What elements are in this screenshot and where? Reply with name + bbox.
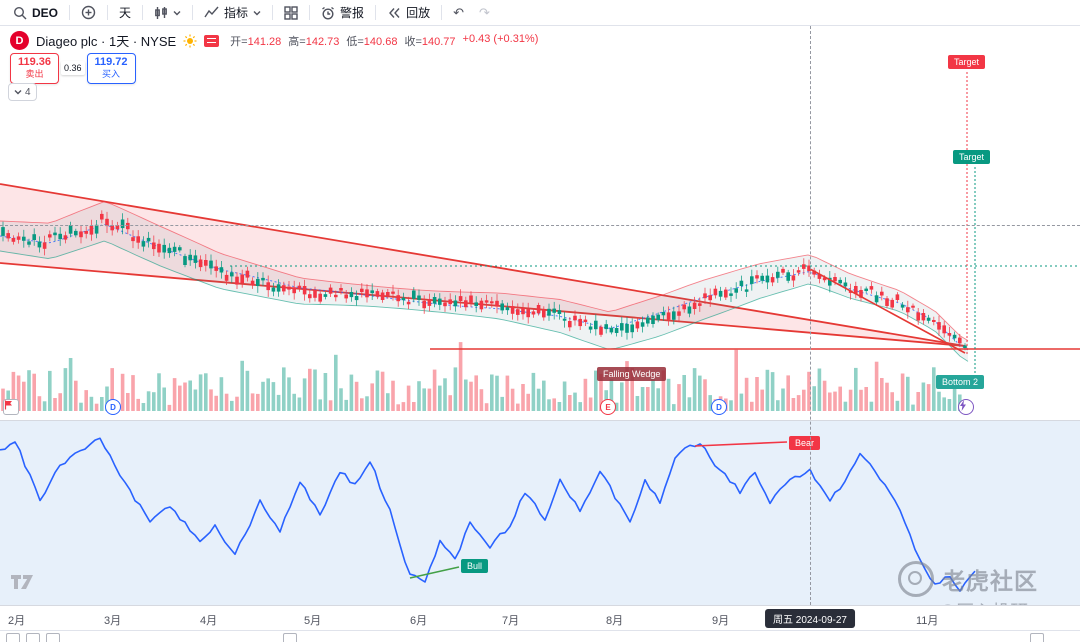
replay-button[interactable]: 回放 <box>380 2 437 23</box>
trade-buttons: 119.36 卖出 0.36 119.72 买入 <box>10 53 136 84</box>
target-label-red[interactable]: Target <box>948 55 986 69</box>
toolbar-separator <box>142 5 144 20</box>
ohlc-values: 开=141.28 高=142.73 低=140.68 收=140.77 +0.4… <box>230 33 538 49</box>
bottom-panel-icon[interactable] <box>46 633 60 642</box>
grid-icon <box>284 5 298 20</box>
chevron-down-icon <box>253 10 261 15</box>
oscillator-pane[interactable]: Bear Bull <box>0 420 1080 606</box>
market-status-sun-icon <box>183 34 197 47</box>
open-label: 开= <box>230 35 248 48</box>
flag-marker-badge[interactable] <box>3 399 19 415</box>
buy-button[interactable]: 119.72 买入 <box>86 53 136 84</box>
crosshair-date-badge: 周五 2024-09-27 <box>765 609 855 628</box>
bottom-2-label[interactable]: Bottom 2 <box>936 375 985 389</box>
alarm-clock-icon <box>322 6 334 20</box>
low-value: 140.68 <box>363 35 398 48</box>
toolbar-separator <box>107 5 109 20</box>
indicators-button[interactable]: 指标 <box>197 2 268 23</box>
toolbar-separator <box>309 5 311 20</box>
dividend-badge[interactable]: D <box>711 399 727 415</box>
search-icon <box>13 6 27 19</box>
time-axis-month: 6月 <box>410 615 428 627</box>
alert-button[interactable]: 警报 <box>314 2 371 23</box>
time-axis-month: 8月 <box>606 615 624 627</box>
replay-label: 回放 <box>406 6 431 20</box>
time-axis-month: 3月 <box>104 615 122 627</box>
bottom-panel-icon[interactable] <box>1030 633 1044 642</box>
close-value: 140.77 <box>421 35 456 48</box>
sell-button[interactable]: 119.36 卖出 <box>10 53 59 84</box>
plus-circle-icon <box>81 5 96 20</box>
lightning-icon <box>960 400 966 411</box>
symbol-info-row: D Diageo plc · 1天 · NYSE 开=141.28 高=142.… <box>10 31 538 50</box>
close-label: 收= <box>404 35 422 48</box>
bear-label[interactable]: Bear <box>789 436 821 450</box>
time-axis-month: 4月 <box>200 615 218 627</box>
bottom-panel-icon[interactable] <box>26 633 40 642</box>
dividend-badge[interactable]: D <box>105 399 121 415</box>
buy-price: 119.72 <box>94 56 128 68</box>
undo-icon: ↶ <box>453 5 464 20</box>
earnings-flag-icon <box>204 34 220 47</box>
toolbar-separator <box>272 5 274 20</box>
buy-label: 买入 <box>102 68 121 79</box>
high-value: 142.73 <box>305 35 340 48</box>
change-value: +0.43 (+0.31%) <box>462 32 539 45</box>
low-label: 低= <box>346 35 364 48</box>
bottom-panel-icon[interactable] <box>6 633 20 642</box>
sell-price: 119.36 <box>17 56 52 68</box>
chart-style-button[interactable] <box>147 4 188 22</box>
compare-button[interactable] <box>74 3 103 22</box>
symbol-search[interactable]: DEO <box>6 4 65 22</box>
oscillator-canvas <box>0 437 976 592</box>
interval-button[interactable]: 天 <box>112 2 138 23</box>
indicators-label: 指标 <box>224 6 249 20</box>
symbol-title[interactable]: Diageo plc · 1天 · NYSE <box>36 34 177 49</box>
time-axis-month: 11月 <box>916 615 939 627</box>
chevron-down-icon <box>14 90 22 95</box>
spread-value: 0.36 <box>61 61 85 76</box>
top-toolbar: DEO 天 指标 警报 <box>0 0 1080 26</box>
bottom-panel-icon[interactable] <box>283 633 297 642</box>
toolbar-separator <box>375 5 377 20</box>
falling-wedge-label[interactable]: Falling Wedge <box>597 367 667 381</box>
sell-label: 卖出 <box>25 68 44 79</box>
undo-button[interactable]: ↶ <box>446 4 471 21</box>
event-bolt-badge[interactable] <box>958 399 974 415</box>
time-axis-month: 5月 <box>304 615 322 627</box>
alert-label: 警报 <box>340 6 365 20</box>
chevron-down-icon <box>173 10 181 15</box>
time-axis-month: 7月 <box>502 615 520 627</box>
layout-grid-button[interactable] <box>277 4 305 22</box>
flag-icon <box>4 400 12 410</box>
open-value: 141.28 <box>247 35 282 48</box>
symbol-logo[interactable]: D <box>10 31 29 50</box>
time-axis-month: 9月 <box>712 615 730 627</box>
indicator-chart-icon <box>204 6 219 18</box>
target-label-green[interactable]: Target <box>953 150 991 164</box>
time-axis[interactable]: 2月 3月 4月 5月 6月 7月 8月 9月 11月 周五 2024-09-2… <box>0 605 1080 631</box>
tradingview-logo[interactable] <box>10 572 44 595</box>
toolbar-separator <box>192 5 194 20</box>
high-label: 高= <box>288 35 306 48</box>
object-tree-collapse-button[interactable]: 4 <box>8 83 37 101</box>
redo-icon: ↷ <box>478 5 490 20</box>
symbol-search-text: DEO <box>32 5 59 20</box>
price-chart-canvas <box>0 72 1080 411</box>
time-axis-month: 2月 <box>8 615 26 627</box>
earnings-badge[interactable]: E <box>600 399 616 415</box>
main-chart-pane[interactable]: Target Target Falling Wedge Bottom 2 D E… <box>0 26 1080 420</box>
bottom-toolbar[interactable] <box>0 630 1080 642</box>
redo-button[interactable]: ↷ <box>472 4 497 21</box>
toolbar-separator <box>441 5 443 20</box>
toolbar-separator <box>69 5 71 20</box>
interval-label: 天 <box>119 6 132 20</box>
bull-label[interactable]: Bull <box>461 559 489 573</box>
collapse-count: 4 <box>25 86 31 98</box>
replay-icon <box>389 7 400 18</box>
candlestick-icon <box>155 6 167 19</box>
